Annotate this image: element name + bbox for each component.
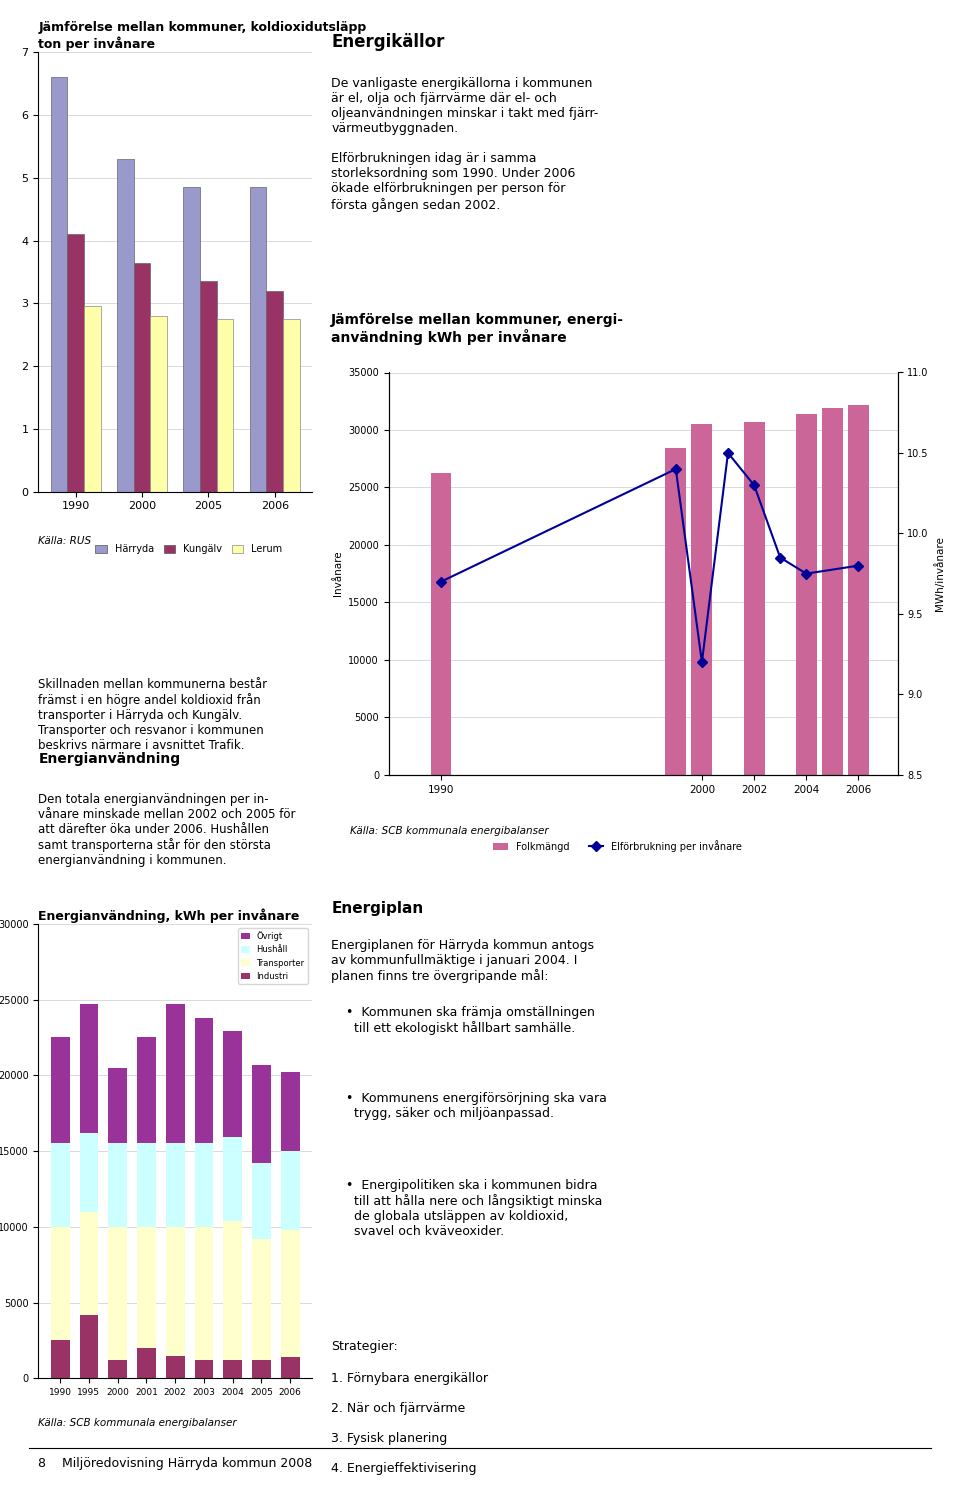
Elförbrukning per invånare bbox=[696, 653, 708, 670]
Elförbrukning per invånare bbox=[852, 557, 864, 575]
Legend: Härryda, Kungälv, Lerum: Härryda, Kungälv, Lerum bbox=[91, 541, 286, 559]
Bar bbox=[224, 1031, 242, 1137]
Bar bbox=[744, 422, 764, 775]
Text: Energianvändning: Energianvändning bbox=[38, 752, 180, 766]
Elförbrukning per invånare bbox=[801, 565, 812, 583]
Bar bbox=[691, 425, 712, 775]
Bar bbox=[281, 1229, 300, 1357]
Bar bbox=[224, 1220, 242, 1360]
Bar bbox=[281, 1150, 300, 1229]
Bar bbox=[183, 188, 200, 492]
Bar bbox=[195, 1143, 213, 1226]
Elförbrukning per invånare bbox=[749, 477, 760, 495]
Text: •  Kommunens energiförsörjning ska vara
  trygg, säker och miljöanpassad.: • Kommunens energiförsörjning ska vara t… bbox=[346, 1092, 607, 1120]
Bar bbox=[151, 316, 167, 492]
Bar bbox=[224, 1360, 242, 1378]
Bar bbox=[266, 291, 283, 492]
Bar bbox=[108, 1143, 127, 1226]
Bar bbox=[137, 1037, 156, 1143]
Elförbrukning per invånare bbox=[722, 444, 733, 462]
Bar bbox=[195, 1360, 213, 1378]
Legend: Folkmängd, Elförbrukning per invånare: Folkmängd, Elförbrukning per invånare bbox=[490, 836, 746, 855]
Bar bbox=[51, 1037, 69, 1143]
Text: Källa: SCB kommunala energibalanser: Källa: SCB kommunala energibalanser bbox=[350, 827, 549, 836]
Text: 2. När och fjärrvärme: 2. När och fjärrvärme bbox=[331, 1402, 466, 1416]
Text: Den totala energianvändningen per in-
vånare minskade mellan 2002 och 2005 för
a: Den totala energianvändningen per in- vå… bbox=[38, 793, 296, 867]
Bar bbox=[117, 159, 133, 492]
Text: Skillnaden mellan kommunerna består
främst i en högre andel koldioxid från
trans: Skillnaden mellan kommunerna består främ… bbox=[38, 678, 268, 752]
Text: Jämförelse mellan kommuner, koldioxidutsläpp
ton per invånare: Jämförelse mellan kommuner, koldioxiduts… bbox=[38, 21, 367, 51]
Text: Energianvändning, kWh per invånare: Energianvändning, kWh per invånare bbox=[38, 909, 300, 924]
Elförbrukning per invånare bbox=[670, 460, 682, 478]
Text: De vanligaste energikällorna i kommunen
är el, olja och fjärrvärme där el- och
o: De vanligaste energikällorna i kommunen … bbox=[331, 77, 599, 212]
Elförbrukning per invånare bbox=[435, 572, 446, 590]
Text: Energiplan: Energiplan bbox=[331, 901, 423, 916]
Bar bbox=[224, 1137, 242, 1220]
Bar bbox=[283, 319, 300, 492]
Text: •  Energipolitiken ska i kommunen bidra
  till att hålla nere och långsiktigt mi: • Energipolitiken ska i kommunen bidra t… bbox=[346, 1179, 602, 1238]
Bar bbox=[80, 1132, 98, 1211]
Bar bbox=[195, 1226, 213, 1360]
Bar bbox=[281, 1357, 300, 1378]
Bar bbox=[137, 1226, 156, 1348]
Bar bbox=[166, 1143, 184, 1226]
Text: Källa: SCB kommunala energibalanser: Källa: SCB kommunala energibalanser bbox=[38, 1418, 237, 1427]
Bar bbox=[252, 1065, 271, 1164]
Bar bbox=[84, 307, 101, 492]
Bar bbox=[665, 448, 686, 775]
Bar bbox=[166, 1226, 184, 1356]
Bar bbox=[195, 1018, 213, 1143]
Bar bbox=[51, 1226, 69, 1341]
Line: Elförbrukning per invånare: Elförbrukning per invånare bbox=[438, 450, 862, 666]
Bar bbox=[200, 282, 217, 492]
Bar bbox=[51, 77, 67, 492]
Bar bbox=[51, 1341, 69, 1378]
Bar bbox=[252, 1164, 271, 1238]
Bar bbox=[108, 1360, 127, 1378]
Text: Källa: RUS: Källa: RUS bbox=[38, 536, 91, 545]
Text: 1. Förnybara energikällor: 1. Förnybara energikällor bbox=[331, 1372, 489, 1386]
Bar bbox=[67, 234, 84, 492]
Text: 4. Energieffektivisering: 4. Energieffektivisering bbox=[331, 1462, 477, 1475]
Text: Energiplanen för Härryda kommun antogs
av kommunfullmäktige i januari 2004. I
pl: Energiplanen för Härryda kommun antogs a… bbox=[331, 939, 594, 983]
Bar bbox=[250, 188, 266, 492]
Bar bbox=[80, 1314, 98, 1378]
Bar bbox=[166, 1356, 184, 1378]
Bar bbox=[80, 1004, 98, 1132]
Bar bbox=[166, 1004, 184, 1143]
Bar bbox=[217, 319, 233, 492]
Bar bbox=[822, 408, 843, 775]
Bar bbox=[252, 1238, 271, 1360]
Text: Strategier:: Strategier: bbox=[331, 1340, 398, 1353]
Bar bbox=[796, 414, 817, 775]
Bar bbox=[848, 405, 869, 775]
Text: Energikällor: Energikällor bbox=[331, 33, 444, 51]
Elförbrukning per invånare bbox=[775, 548, 786, 566]
Bar bbox=[133, 262, 151, 492]
Text: 3. Fysisk planering: 3. Fysisk planering bbox=[331, 1432, 447, 1445]
Bar bbox=[108, 1068, 127, 1143]
Bar bbox=[430, 472, 451, 775]
Text: Jämförelse mellan kommuner, energi-
användning kWh per invånare: Jämförelse mellan kommuner, energi- anvä… bbox=[331, 313, 624, 346]
Y-axis label: MWh/invånare: MWh/invånare bbox=[934, 536, 946, 611]
Text: 8    Miljöredovisning Härryda kommun 2008: 8 Miljöredovisning Härryda kommun 2008 bbox=[38, 1457, 313, 1471]
Y-axis label: Invånare: Invånare bbox=[333, 551, 343, 596]
Text: •  Kommunen ska främja omställningen
  till ett ekologiskt hållbart samhälle.: • Kommunen ska främja omställningen till… bbox=[346, 1006, 594, 1036]
Bar bbox=[80, 1211, 98, 1314]
Bar bbox=[252, 1360, 271, 1378]
Legend: Övrigt, Hushåll, Transporter, Industri: Övrigt, Hushåll, Transporter, Industri bbox=[238, 928, 308, 983]
Bar bbox=[281, 1073, 300, 1150]
Bar bbox=[137, 1348, 156, 1378]
Bar bbox=[137, 1143, 156, 1226]
Bar bbox=[51, 1143, 69, 1226]
Bar bbox=[108, 1226, 127, 1360]
